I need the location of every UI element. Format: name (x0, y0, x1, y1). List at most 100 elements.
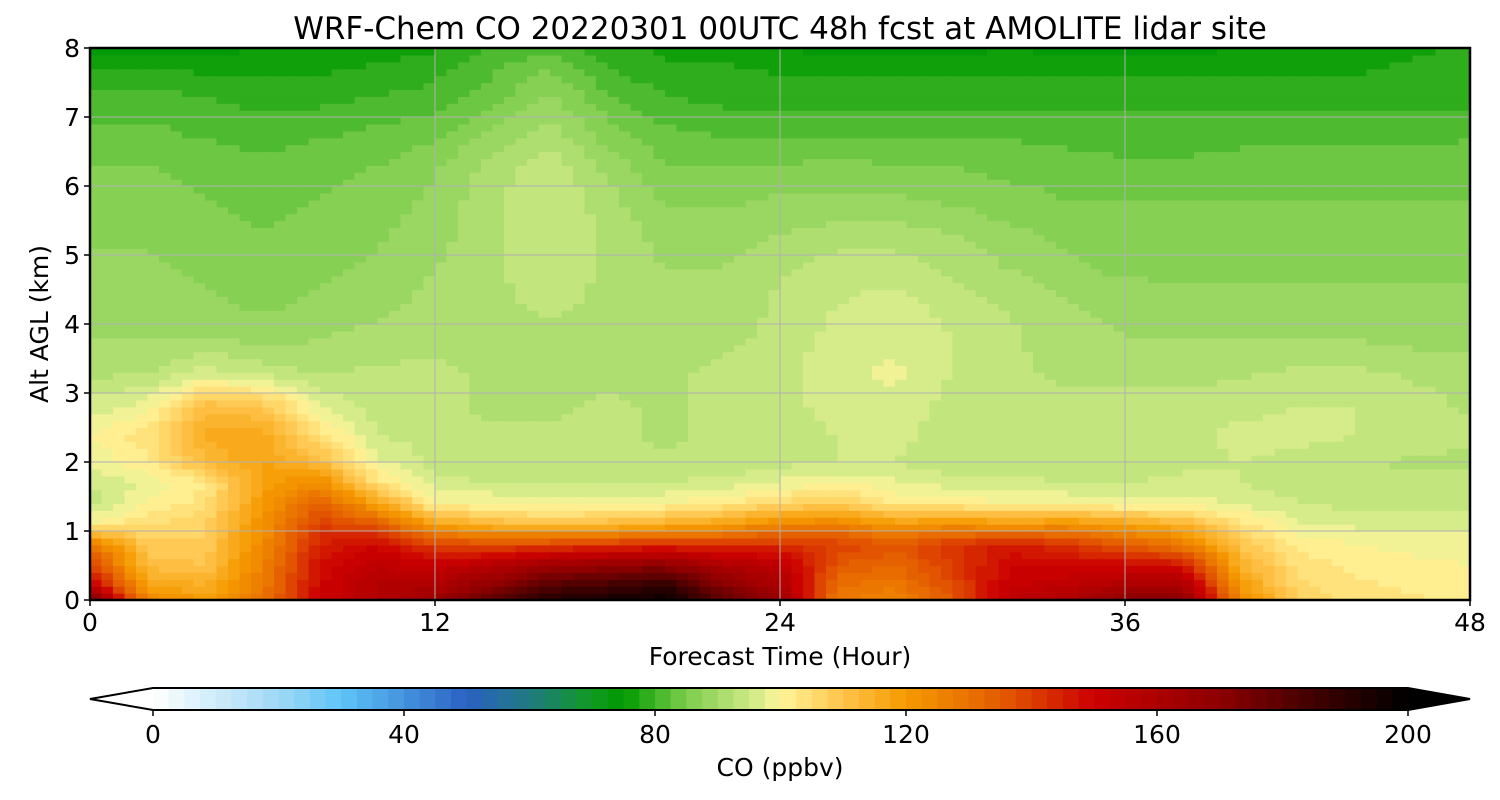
heatmap-cell (136, 496, 149, 504)
heatmap-cell (1148, 510, 1161, 518)
heatmap-cell (1378, 379, 1391, 387)
heatmap-cell (446, 489, 459, 498)
heatmap-cell (1355, 496, 1368, 504)
heatmap-cell (1194, 489, 1207, 498)
heatmap-cell (550, 455, 563, 463)
heatmap-cell (722, 448, 735, 456)
heatmap-cell (607, 475, 620, 484)
heatmap-cell (320, 406, 333, 415)
heatmap-cell (504, 413, 517, 422)
heatmap-cell (124, 455, 137, 463)
heatmap-cell (320, 475, 333, 484)
heatmap-cell (722, 496, 735, 504)
heatmap-cell (895, 510, 908, 518)
heatmap-cell (918, 427, 931, 435)
heatmap-cell (573, 324, 586, 332)
heatmap-cell (814, 468, 827, 477)
heatmap-cell (1079, 406, 1092, 415)
heatmap-cell (469, 372, 482, 380)
heatmap-cell (538, 551, 551, 560)
heatmap-cell (274, 462, 287, 470)
heatmap-cell (1148, 503, 1161, 511)
heatmap-cell (1182, 579, 1195, 587)
heatmap-cell (803, 537, 816, 546)
heatmap-cell (458, 330, 471, 339)
heatmap-cell (1332, 565, 1345, 573)
heatmap-cell (964, 586, 977, 594)
heatmap-cell (883, 358, 896, 366)
heatmap-cell (837, 517, 850, 525)
heatmap-cell (1332, 593, 1345, 600)
heatmap-cell (205, 324, 218, 332)
heatmap-cell (182, 531, 195, 539)
heatmap-cell (331, 358, 344, 366)
heatmap-cell (251, 427, 264, 435)
heatmap-cell (182, 586, 195, 594)
heatmap-cell (377, 558, 390, 567)
heatmap-cell (998, 358, 1011, 366)
heatmap-cell (630, 524, 643, 532)
heatmap-cell (929, 420, 942, 429)
heatmap-cell (423, 531, 436, 539)
heatmap-cell (1286, 441, 1299, 449)
heatmap-cell (596, 503, 609, 511)
heatmap-cell (262, 579, 275, 587)
heatmap-cell (124, 572, 137, 580)
heatmap-cell (1424, 427, 1437, 435)
heatmap-cell (1033, 496, 1046, 504)
heatmap-cell (262, 586, 275, 594)
heatmap-cell (745, 365, 758, 373)
heatmap-cell (331, 551, 344, 560)
heatmap-cell (1412, 434, 1425, 442)
heatmap-cell (688, 537, 701, 546)
heatmap-cell (205, 496, 218, 504)
heatmap-cell (377, 420, 390, 429)
heatmap-cell (998, 517, 1011, 525)
heatmap-cell (952, 503, 965, 511)
heatmap-cell (147, 579, 160, 587)
heatmap-cell (826, 531, 839, 539)
heatmap-cell (136, 413, 149, 422)
heatmap-cell (653, 427, 666, 435)
heatmap-cell (1355, 524, 1368, 532)
heatmap-cell (860, 448, 873, 456)
heatmap-cell (504, 524, 517, 532)
heatmap-cell (1021, 399, 1034, 408)
heatmap-cell (354, 330, 367, 339)
heatmap-cell (584, 448, 597, 456)
heatmap-cell (1401, 441, 1414, 449)
heatmap-cell (1159, 420, 1172, 429)
heatmap-cell (170, 510, 183, 518)
heatmap-cell (550, 330, 563, 339)
heatmap-cell (906, 372, 919, 380)
heatmap-cell (745, 413, 758, 422)
heatmap-cell (711, 593, 724, 600)
heatmap-cell (1424, 475, 1437, 484)
heatmap-cell (780, 372, 793, 380)
heatmap-cell (251, 475, 264, 484)
heatmap-cell (1113, 399, 1126, 408)
heatmap-cell (377, 344, 390, 353)
heatmap-cell (239, 558, 252, 567)
heatmap-cell (688, 386, 701, 394)
heatmap-cell (205, 448, 218, 456)
heatmap-cell (734, 351, 747, 360)
heatmap-cell (745, 386, 758, 394)
heatmap-cell (722, 489, 735, 498)
heatmap-cell (400, 586, 413, 594)
heatmap-cell (1159, 344, 1172, 353)
heatmap-cell (837, 324, 850, 332)
heatmap-cell (412, 565, 425, 573)
heatmap-cell (354, 475, 367, 484)
heatmap-cell (90, 358, 103, 366)
heatmap-cell (1343, 524, 1356, 532)
heatmap-cell (1378, 399, 1391, 408)
heatmap-cell (136, 565, 149, 573)
heatmap-cell (998, 572, 1011, 580)
heatmap-cell (389, 393, 402, 401)
heatmap-cell (1125, 386, 1138, 394)
heatmap-cell (435, 558, 448, 567)
heatmap-cell (331, 351, 344, 360)
heatmap-cell (1125, 468, 1138, 477)
heatmap-cell (791, 482, 804, 491)
